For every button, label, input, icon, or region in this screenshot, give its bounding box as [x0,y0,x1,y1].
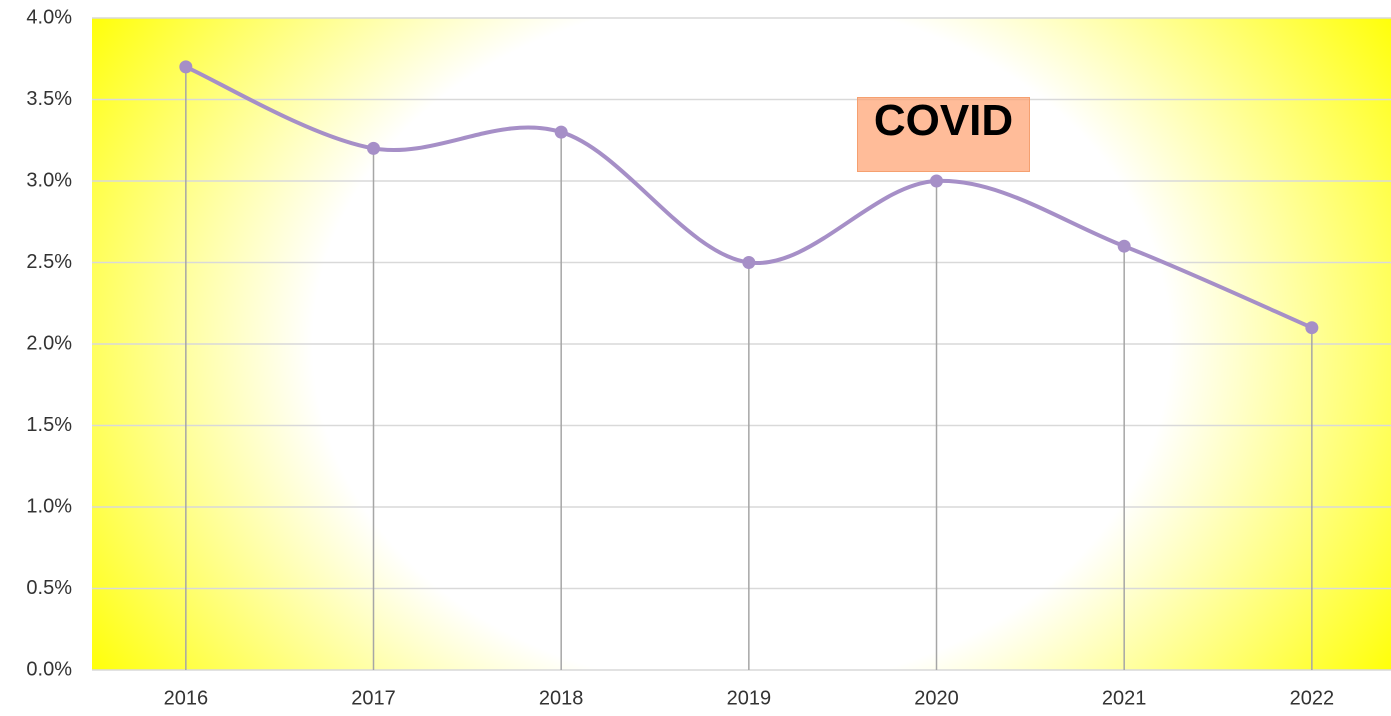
y-tick-label: 1.0% [26,495,72,517]
y-tick-label: 0.5% [26,577,72,599]
point [179,60,193,74]
x-tick-label: 2021 [1102,687,1147,709]
x-tick-label: 2018 [539,687,584,709]
y-tick-label: 2.5% [26,251,72,273]
point [554,125,568,139]
x-tick-label: 2019 [727,687,772,709]
y-tick-label: 2.0% [26,332,72,354]
point [930,174,944,188]
x-tick-label: 2020 [914,687,959,709]
x-tick-label: 2017 [351,687,396,709]
y-tick-label: 0.0% [26,658,72,680]
x-tick-label: 2016 [164,687,209,709]
annotation: COVID [857,97,1030,172]
y-tick-label: 4.0% [26,6,72,28]
x-tick-label: 2022 [1290,687,1335,709]
y-tick-label: 1.5% [26,414,72,436]
y-tick-label: 3.5% [26,88,72,110]
y-tick-label: 3.0% [26,169,72,191]
point [1117,239,1131,253]
point [367,141,381,155]
point [742,256,756,269]
point [1305,321,1319,335]
